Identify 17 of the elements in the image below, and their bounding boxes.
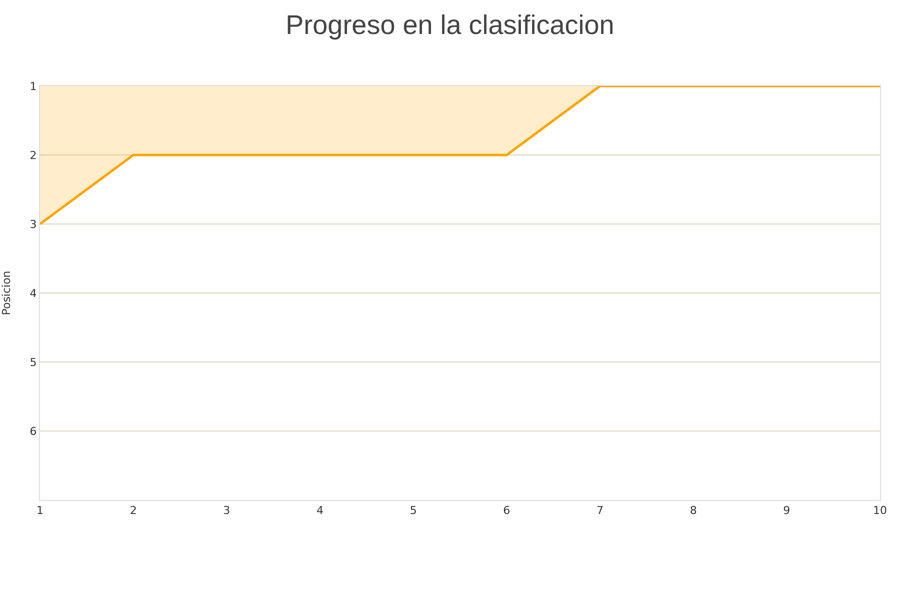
x-tick-label: 6 bbox=[503, 504, 510, 518]
x-tick-label: 5 bbox=[410, 504, 417, 518]
y-tick-label: 2 bbox=[30, 148, 37, 162]
x-tick-label: 10 bbox=[873, 504, 887, 518]
x-tick-label: 4 bbox=[316, 504, 324, 518]
x-tick-label: 3 bbox=[223, 504, 230, 518]
x-tick-label: 2 bbox=[130, 504, 137, 518]
x-tick-label: 9 bbox=[783, 504, 790, 518]
y-tick-label: 5 bbox=[30, 356, 37, 369]
y-axis-title: Posicion bbox=[0, 270, 13, 316]
y-tick-label: 1 bbox=[30, 80, 37, 93]
y-tick-label: 3 bbox=[30, 218, 37, 231]
y-tick-label: 4 bbox=[30, 286, 37, 300]
x-tick-label: 8 bbox=[690, 504, 697, 518]
y-tick-label: 6 bbox=[30, 424, 37, 438]
x-tick-label: 7 bbox=[596, 504, 604, 518]
chart-title: Progreso en la clasificacion bbox=[286, 10, 614, 40]
